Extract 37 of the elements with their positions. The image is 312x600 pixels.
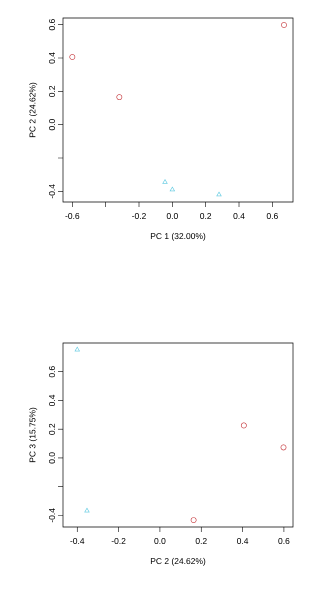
y-tick-label: -0.4 bbox=[48, 508, 55, 522]
y-tick-label: 0.6 bbox=[48, 19, 55, 30]
x-tick-label: 0.0 bbox=[154, 538, 166, 544]
point bbox=[74, 346, 80, 352]
point bbox=[240, 422, 247, 428]
y-tick-label: 0.0 bbox=[48, 119, 55, 130]
point bbox=[162, 179, 168, 184]
point bbox=[281, 22, 287, 28]
y-axis-title: PC 3 (15.75%) bbox=[29, 408, 38, 462]
y-tick-label: 0.4 bbox=[48, 394, 55, 406]
x-tick-label: 0.2 bbox=[200, 213, 212, 220]
point bbox=[84, 508, 90, 512]
x-tick-label: 0.0 bbox=[166, 213, 178, 220]
y-axis-title: PC 2 (24.62%) bbox=[29, 82, 38, 138]
y-tick-label: 0.4 bbox=[48, 52, 55, 64]
point bbox=[116, 94, 122, 100]
x-tick-label: -0.4 bbox=[70, 538, 84, 544]
y-tick-label: 0.2 bbox=[48, 424, 55, 435]
y-tick-label: -0.4 bbox=[48, 184, 55, 198]
x-tick-label: 0.4 bbox=[233, 213, 245, 220]
y-tick-label: 0.6 bbox=[48, 366, 55, 378]
x-tick-label: -0.6 bbox=[65, 213, 80, 220]
y-tick-label: 0.2 bbox=[48, 86, 55, 97]
x-tick-label: -0.2 bbox=[112, 538, 126, 544]
point bbox=[216, 192, 222, 196]
point bbox=[170, 186, 175, 192]
x-axis-title: PC 1 (32.00%) bbox=[150, 232, 206, 241]
x-tick-label: 0.6 bbox=[266, 213, 278, 220]
x-tick-label: -0.2 bbox=[132, 213, 146, 220]
x-tick-label: 0.6 bbox=[278, 538, 290, 544]
x-axis-title: PC 2 (24.62%) bbox=[150, 558, 206, 566]
point bbox=[280, 444, 286, 450]
x-tick-label: 0.2 bbox=[196, 538, 207, 544]
point bbox=[190, 517, 197, 524]
point bbox=[69, 54, 76, 60]
x-tick-label: 0.4 bbox=[237, 538, 248, 544]
y-tick-label: 0.0 bbox=[48, 452, 55, 464]
